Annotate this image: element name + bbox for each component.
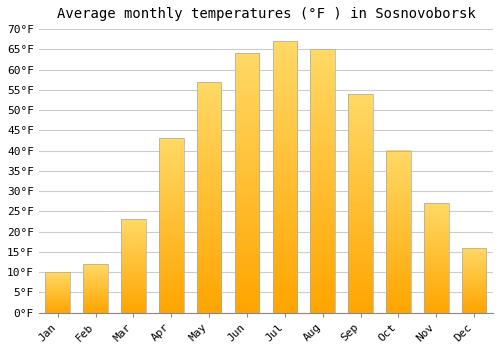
Bar xyxy=(197,82,222,313)
Bar xyxy=(234,53,260,313)
Bar xyxy=(121,219,146,313)
Bar xyxy=(462,248,486,313)
Bar xyxy=(159,139,184,313)
Bar xyxy=(424,203,448,313)
Bar xyxy=(84,264,108,313)
Bar xyxy=(46,272,70,313)
Bar xyxy=(348,94,373,313)
Bar xyxy=(310,49,335,313)
Title: Average monthly temperatures (°F ) in Sosnovoborsk: Average monthly temperatures (°F ) in So… xyxy=(56,7,476,21)
Bar xyxy=(272,41,297,313)
Bar xyxy=(386,150,410,313)
